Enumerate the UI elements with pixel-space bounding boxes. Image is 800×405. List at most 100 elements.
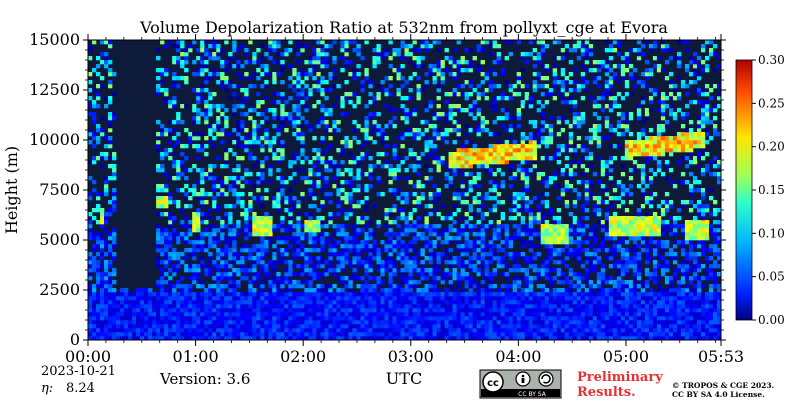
- heatmap-cell: [260, 64, 265, 69]
- heatmap-cell: [208, 132, 213, 137]
- heatmap-cell: [512, 204, 517, 209]
- heatmap-cell: [568, 320, 574, 325]
- heatmap-cell: [324, 184, 329, 189]
- heatmap-cell: [212, 328, 217, 333]
- heatmap-cell: [396, 252, 401, 257]
- heatmap-cell: [100, 220, 105, 225]
- heatmap-cell: [464, 68, 469, 73]
- heatmap-cell: [372, 276, 377, 281]
- heatmap-cell: [376, 44, 381, 49]
- heatmap-cell: [296, 224, 301, 229]
- heatmap-cell: [476, 128, 481, 133]
- heatmap-cell: [416, 300, 421, 305]
- heatmap-cell: [364, 204, 369, 209]
- heatmap-cell: [272, 280, 277, 285]
- heatmap-cell: [384, 136, 389, 141]
- heatmap-cell: [212, 204, 217, 209]
- heatmap-cell: [340, 256, 345, 261]
- heatmap-cell: [208, 232, 213, 237]
- heatmap-cell: [140, 308, 145, 313]
- heatmap-cell: [276, 328, 281, 333]
- heatmap-cell: [564, 92, 570, 97]
- heatmap-cell: [564, 292, 570, 297]
- heatmap-cell: [92, 284, 97, 289]
- heatmap-cell: [484, 324, 489, 329]
- heatmap-cell: [184, 248, 189, 253]
- heatmap-cell: [572, 116, 578, 121]
- heatmap-cell: [460, 232, 465, 237]
- heatmap-cell: [348, 192, 353, 197]
- heatmap-cell: [532, 124, 538, 129]
- heatmap-cell: [188, 224, 193, 229]
- heatmap-cell: [108, 208, 113, 213]
- heatmap-cell: [432, 200, 437, 205]
- heatmap-cell: [344, 112, 349, 117]
- heatmap-cell: [344, 296, 349, 301]
- heatmap-cell: [580, 328, 586, 333]
- heatmap-cell: [516, 164, 521, 169]
- heatmap-cell: [300, 72, 305, 77]
- heatmap-cell: [388, 288, 393, 293]
- heatmap-cell: [436, 236, 441, 241]
- heatmap-cell: [316, 172, 321, 177]
- heatmap-cell: [452, 316, 457, 321]
- heatmap-cell: [212, 164, 217, 169]
- heatmap-cell: [316, 52, 321, 57]
- heatmap-cell: [236, 324, 241, 329]
- heatmap-cell: [232, 176, 237, 181]
- heatmap-cell: [116, 296, 121, 301]
- heatmap-cell: [256, 176, 261, 181]
- heatmap-cell: [564, 44, 570, 49]
- heatmap-cell: [292, 280, 297, 285]
- heatmap-cell: [180, 232, 185, 237]
- heatmap-cell: [448, 92, 453, 97]
- heatmap-cell: [272, 244, 277, 249]
- heatmap-cell: [216, 328, 221, 333]
- heatmap-cell: [224, 152, 229, 157]
- heatmap-cell: [232, 288, 237, 293]
- heatmap-cell: [236, 140, 241, 145]
- heatmap-cell: [416, 328, 421, 333]
- heatmap-cell: [392, 316, 397, 321]
- heatmap-cell: [100, 152, 105, 157]
- heatmap-cell: [384, 336, 389, 340]
- heatmap-cell: [392, 144, 397, 149]
- heatmap-cell: [420, 288, 425, 293]
- heatmap-cell: [228, 324, 233, 329]
- heatmap-cell: [544, 312, 550, 317]
- heatmap-cell: [168, 148, 173, 153]
- heatmap-cell: [488, 292, 493, 297]
- heatmap-cell: [556, 252, 562, 257]
- heatmap-cell: [452, 172, 457, 177]
- heatmap-cell: [544, 244, 550, 249]
- heatmap-cell: [416, 232, 421, 237]
- heatmap-cell: [496, 324, 501, 329]
- heatmap-cell: [92, 160, 97, 165]
- heatmap-cell: [276, 52, 281, 57]
- heatmap-cell: [420, 248, 425, 253]
- heatmap-cell: [280, 316, 285, 321]
- heatmap-cell: [484, 88, 489, 93]
- heatmap-cell: [348, 236, 353, 241]
- heatmap-cell: [220, 256, 225, 261]
- heatmap-cell: [128, 312, 133, 317]
- heatmap-cell: [108, 72, 113, 77]
- heatmap-cell: [428, 304, 433, 309]
- heatmap-cell: [184, 104, 189, 109]
- heatmap-cell: [296, 240, 301, 245]
- heatmap-cell: [256, 60, 261, 65]
- heatmap-cell: [448, 328, 453, 333]
- heatmap-cell: [304, 224, 309, 229]
- heatmap-cell: [108, 84, 113, 89]
- heatmap-cell: [456, 60, 461, 65]
- heatmap-cell: [516, 144, 521, 149]
- heatmap-cell: [512, 320, 517, 325]
- heatmap-cell: [104, 260, 109, 265]
- heatmap-cell: [88, 140, 93, 145]
- heatmap-cell: [476, 256, 481, 261]
- heatmap-cell: [500, 180, 505, 185]
- heatmap-cell: [368, 112, 373, 117]
- heatmap-cell: [348, 324, 353, 329]
- heatmap-cell: [512, 296, 517, 301]
- heatmap-cell: [560, 128, 566, 133]
